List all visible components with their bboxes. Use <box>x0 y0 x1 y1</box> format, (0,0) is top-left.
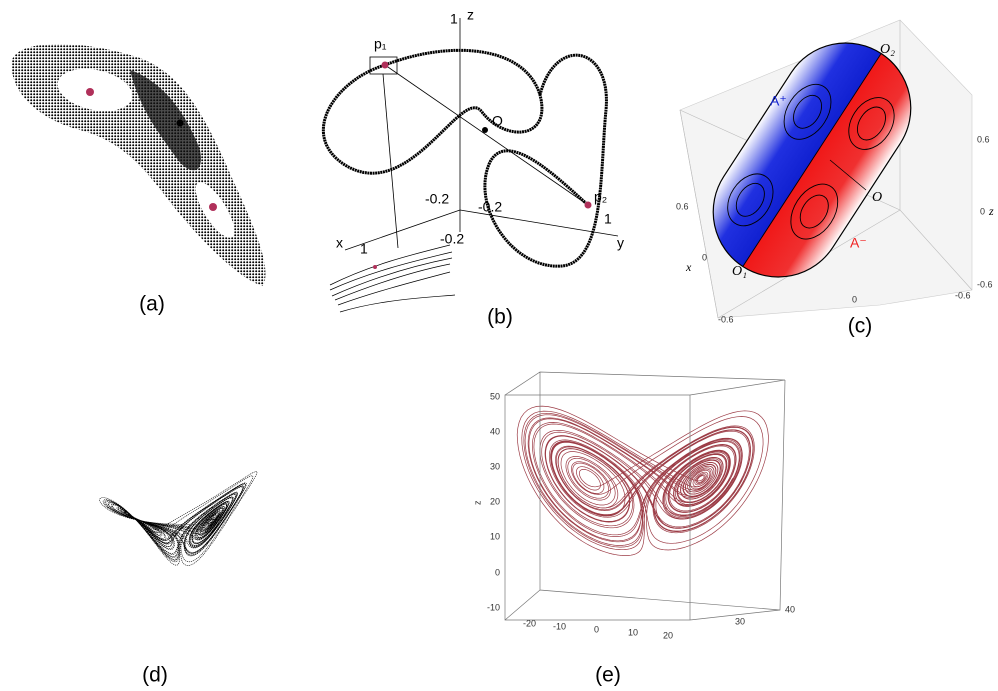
panel-label: (d) <box>142 664 168 687</box>
panel-label: (c) <box>848 315 873 338</box>
fixed-point <box>86 88 94 96</box>
axis-tick: 1 <box>360 241 368 257</box>
axis-tick: 20 <box>663 630 673 640</box>
axis-label: x <box>336 235 343 251</box>
axis-tick: 0 <box>980 206 985 216</box>
panel-label: (e) <box>595 664 621 687</box>
axis-tick: 20 <box>490 496 500 506</box>
axis-tick: 10 <box>628 627 638 637</box>
attractor-trajectory <box>517 406 768 555</box>
axis-tick: 40 <box>785 604 795 614</box>
panel-label: (a) <box>139 293 165 316</box>
axis-tick: 0 <box>702 252 707 262</box>
panel-b <box>323 18 618 312</box>
orbit <box>485 55 607 266</box>
point-label: p₁ <box>374 36 387 52</box>
point-label: O <box>872 190 882 205</box>
axis-tick: -20 <box>523 618 536 628</box>
axis-label: z <box>472 500 482 505</box>
axis-label: z <box>988 204 994 218</box>
axis-tick: 1 <box>604 211 612 227</box>
axis-tick: -0.2 <box>478 199 502 215</box>
zoom-line <box>383 74 398 248</box>
axis-tick: -0.6 <box>955 290 971 300</box>
axis-tick: -0.6 <box>718 314 734 324</box>
region-label: A⁺ <box>770 93 787 109</box>
orbit <box>323 50 542 173</box>
axis-tick: 10 <box>490 531 500 541</box>
axis-tick: 0.6 <box>977 134 990 144</box>
region-label: A⁻ <box>850 235 867 251</box>
point-label: O₁ <box>732 264 747 279</box>
axis-tick: -0.2 <box>425 191 449 207</box>
fixed-point <box>382 62 389 69</box>
axis-tick: 0 <box>594 624 599 634</box>
panel-b-text: 1 z p₁ O p₂ -0.2 -0.2 1 y x 1 -0.2 (b) <box>336 7 624 329</box>
inset-point <box>373 265 377 269</box>
point-label: O₂ <box>880 42 895 57</box>
axis-tick: -0.6 <box>977 279 993 289</box>
axis-tick: -10 <box>553 621 566 631</box>
panel-label: (b) <box>487 306 513 329</box>
origin-point <box>177 120 184 127</box>
axis-tick: 30 <box>735 616 745 626</box>
axis-tick: 40 <box>490 426 500 436</box>
zoom-inset <box>330 245 455 312</box>
axis-label: x <box>685 260 692 274</box>
panel-d: (d) <box>100 472 257 687</box>
axes-box <box>505 372 785 620</box>
axis-tick: -0.2 <box>440 231 464 247</box>
point-label: p₂ <box>594 189 607 205</box>
attractor-trajectory <box>100 472 257 566</box>
origin-point <box>482 127 488 133</box>
panel-c: O₂ A⁺ O A⁻ O₁ 0.6 x 0 -0.6 0 -0.6 0.6 0 … <box>676 18 994 337</box>
figure: (a) 1 z p₁ O p₂ -0.2 -0.2 1 y x 1 -0.2 (… <box>0 0 998 691</box>
connector <box>385 65 588 205</box>
panel-a: (a) <box>12 44 266 316</box>
axis-tick: 0.6 <box>676 201 689 211</box>
axis-tick: -10 <box>487 602 500 612</box>
point-label: O <box>492 113 503 129</box>
axis-tick: 1 <box>450 11 458 27</box>
fixed-point <box>209 203 217 211</box>
fixed-point <box>585 202 592 209</box>
axis-tick: 0 <box>495 567 500 577</box>
axis-tick: 30 <box>490 461 500 471</box>
axis-tick: 50 <box>490 391 500 401</box>
axis-label: z <box>467 7 474 23</box>
axis-label: y <box>617 235 624 251</box>
panel-e: 50 40 30 20 10 0 -10 z -20 -10 0 10 20 3… <box>472 372 795 687</box>
axis-tick: 0 <box>852 294 857 304</box>
